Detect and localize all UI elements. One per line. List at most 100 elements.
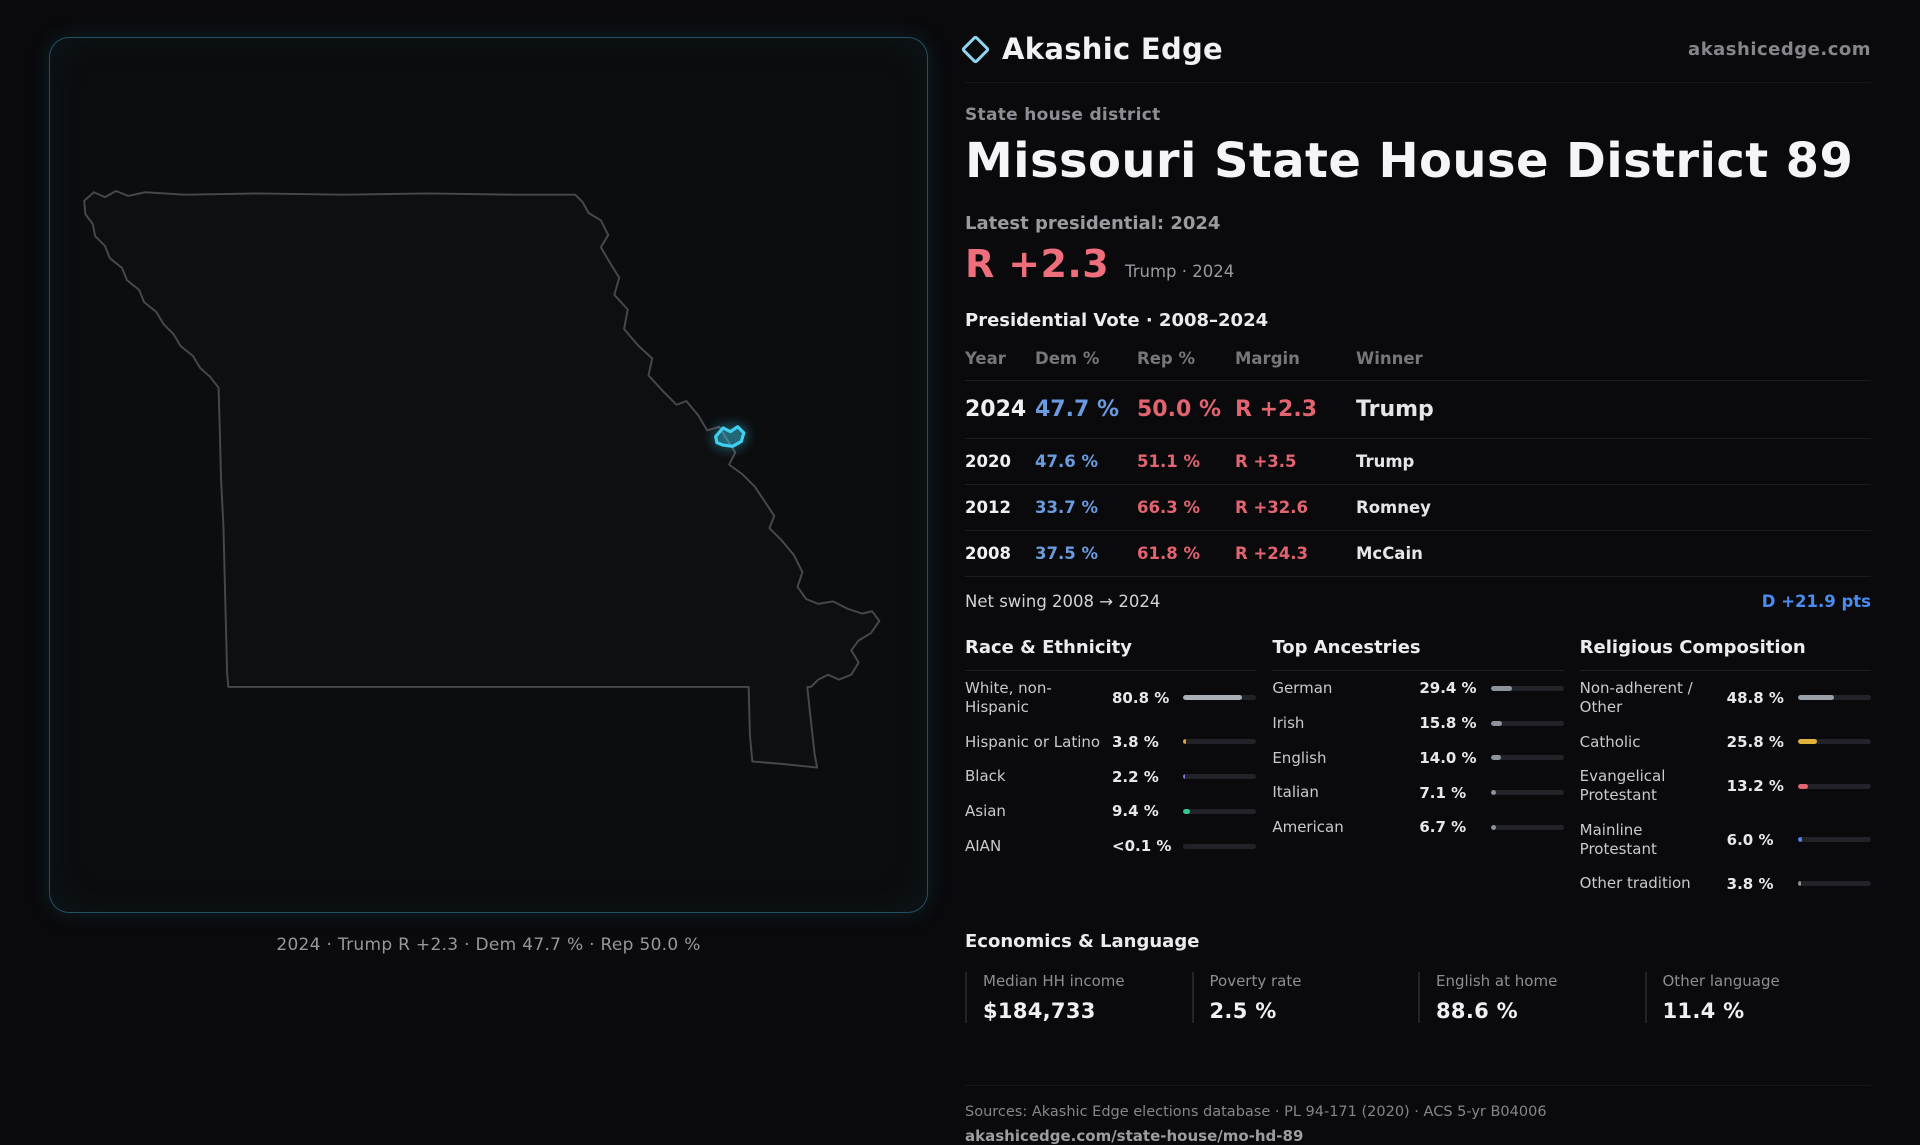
item-label: Irish (1272, 713, 1305, 732)
mini-bar (1183, 774, 1257, 780)
year-cell: 2020 (965, 452, 1011, 471)
vote-table-title: Presidential Vote · 2008–2024 (965, 310, 1269, 331)
dem-cell: 33.7 % (1035, 498, 1098, 517)
item-label: American (1272, 818, 1344, 836)
kicker: State house district (965, 105, 1161, 125)
presidential-vote-table: Year Dem % Rep % Margin Winner 2024 47.7… (965, 343, 1871, 577)
section-title: Religious Composition (1579, 637, 1871, 671)
item-value: 6.7 % (1419, 818, 1467, 837)
stat-label: Median HH income (983, 972, 1125, 990)
stat-value: $184,733 (983, 999, 1096, 1023)
item-label: AIAN (965, 836, 1002, 855)
sources-text: Sources: Akashic Edge elections database… (965, 1104, 1547, 1120)
item-value: 9.4 % (1112, 802, 1159, 821)
item-value: <0.1 % (1112, 837, 1172, 856)
mini-bar (1798, 739, 1871, 745)
mini-bar (1798, 881, 1871, 887)
list-item: Non-adherent / Other 48.8 % (1580, 671, 1871, 725)
rep-cell: 51.1 % (1137, 452, 1200, 471)
bar-fill (1490, 720, 1503, 726)
bar-fill (1183, 739, 1187, 745)
margin-context: Trump · 2024 (1125, 262, 1235, 281)
mini-bar (1798, 837, 1871, 842)
brand: Akashic Edge (960, 32, 1223, 66)
margin-cell: R +32.6 (1235, 498, 1308, 517)
stat-label: Other language (1662, 972, 1780, 990)
col-header-winner: Winner (1356, 349, 1423, 368)
item-label: Evangelical Protestant (1579, 767, 1666, 804)
item-value: 3.8 % (1726, 874, 1774, 893)
item-label: Hispanic or Latino (965, 732, 1101, 751)
district-89-highlight (714, 425, 746, 448)
net-swing-row: Net swing 2008 → 2024 D +21.9 pts (965, 577, 1871, 611)
mini-bar (1798, 783, 1871, 789)
bar-fill (1183, 695, 1243, 701)
economics-stats: Median HH income $184,733 Poverty rate 2… (965, 972, 1871, 1023)
page-title: Missouri State House District 89 (965, 133, 1854, 189)
net-swing-label: Net swing 2008 → 2024 (965, 592, 1161, 611)
item-label: Mainline Protestant (1579, 820, 1657, 858)
demographics-section: Race & Ethnicity White, non-Hispanic 80.… (965, 637, 1871, 901)
missouri-outline (83, 190, 881, 769)
mini-bar (1490, 720, 1564, 726)
stat-label: Poverty rate (1209, 972, 1302, 990)
item-label: Italian (1272, 783, 1319, 802)
rep-cell: 50.0 % (1137, 397, 1221, 422)
list-item: Asian 9.4 % (965, 794, 1257, 829)
mini-bar (1183, 739, 1257, 745)
list-item: English 14.0 % (1272, 741, 1564, 776)
margin-cell: R +2.3 (1235, 397, 1318, 422)
rep-cell: 66.3 % (1137, 498, 1200, 517)
bar-fill (1490, 755, 1501, 761)
list-item: White, non-Hispanic 80.8 % (965, 671, 1257, 725)
religious-composition-column: Religious Composition Non-adherent / Oth… (1579, 637, 1871, 901)
list-item: German 29.4 % (1272, 671, 1564, 706)
dem-cell: 37.5 % (1035, 544, 1098, 563)
bar-fill (1490, 790, 1496, 796)
dem-cell: 47.6 % (1035, 452, 1098, 471)
mini-bar (1490, 824, 1564, 830)
margin-cell: R +3.5 (1235, 452, 1297, 471)
item-label: Asian (965, 802, 1006, 820)
list-item: Other tradition 3.8 % (1580, 866, 1871, 901)
item-value: 3.8 % (1112, 732, 1159, 751)
winner-cell: Romney (1356, 498, 1431, 517)
list-item: Black 2.2 % (965, 759, 1257, 794)
item-value: 48.8 % (1726, 688, 1784, 707)
stat-median-hh-income: Median HH income $184,733 (965, 972, 1192, 1023)
map-section: 2024 · Trump R +2.3 · Dem 47.7 % · Rep 5… (49, 37, 928, 955)
margin-cell: R +24.3 (1235, 544, 1308, 563)
mini-bar (1183, 695, 1257, 701)
bar-fill (1798, 837, 1803, 842)
table-header-row: Year Dem % Rep % Margin Winner (965, 343, 1871, 381)
list-item: Italian 7.1 % (1272, 775, 1564, 810)
detail-panel: Akashic Edge akashicedge.com State house… (960, 0, 1871, 1145)
item-value: 29.4 % (1419, 679, 1477, 698)
bar-fill (1490, 824, 1496, 830)
item-value: 80.8 % (1112, 688, 1170, 707)
permalink[interactable]: akashicedge.com/state-house/mo-hd-89 (965, 1127, 1304, 1145)
item-label: White, non-Hispanic (965, 679, 1052, 716)
list-item: Irish 15.8 % (1272, 706, 1564, 741)
akashic-edge-logo-icon (960, 34, 991, 64)
list-item: American 6.7 % (1272, 810, 1564, 845)
stat-value: 11.4 % (1662, 999, 1745, 1023)
item-label: English (1272, 748, 1327, 767)
item-label: Non-adherent / Other (1579, 679, 1693, 716)
mini-bar (1490, 685, 1564, 691)
map-caption: 2024 · Trump R +2.3 · Dem 47.7 % · Rep 5… (276, 935, 701, 955)
list-item: Hispanic or Latino 3.8 % (965, 725, 1257, 760)
mini-bar (1798, 695, 1871, 701)
headline-margin: R +2.3 Trump · 2024 (965, 242, 1871, 286)
table-row: 2012 33.7 % 66.3 % R +32.6 Romney (965, 485, 1871, 531)
footer: Sources: Akashic Edge elections database… (965, 1085, 1871, 1145)
winner-cell: Trump (1356, 397, 1434, 422)
stat-poverty-rate: Poverty rate 2.5 % (1191, 972, 1419, 1023)
mini-bar (1490, 790, 1564, 796)
item-label: German (1272, 679, 1333, 697)
rep-cell: 61.8 % (1137, 544, 1200, 563)
stat-english-at-home: English at home 88.6 % (1418, 972, 1645, 1023)
year-cell: 2008 (965, 544, 1011, 563)
site-link[interactable]: akashicedge.com (1688, 38, 1871, 60)
latest-presidential-label: Latest presidential: 2024 (965, 213, 1221, 234)
